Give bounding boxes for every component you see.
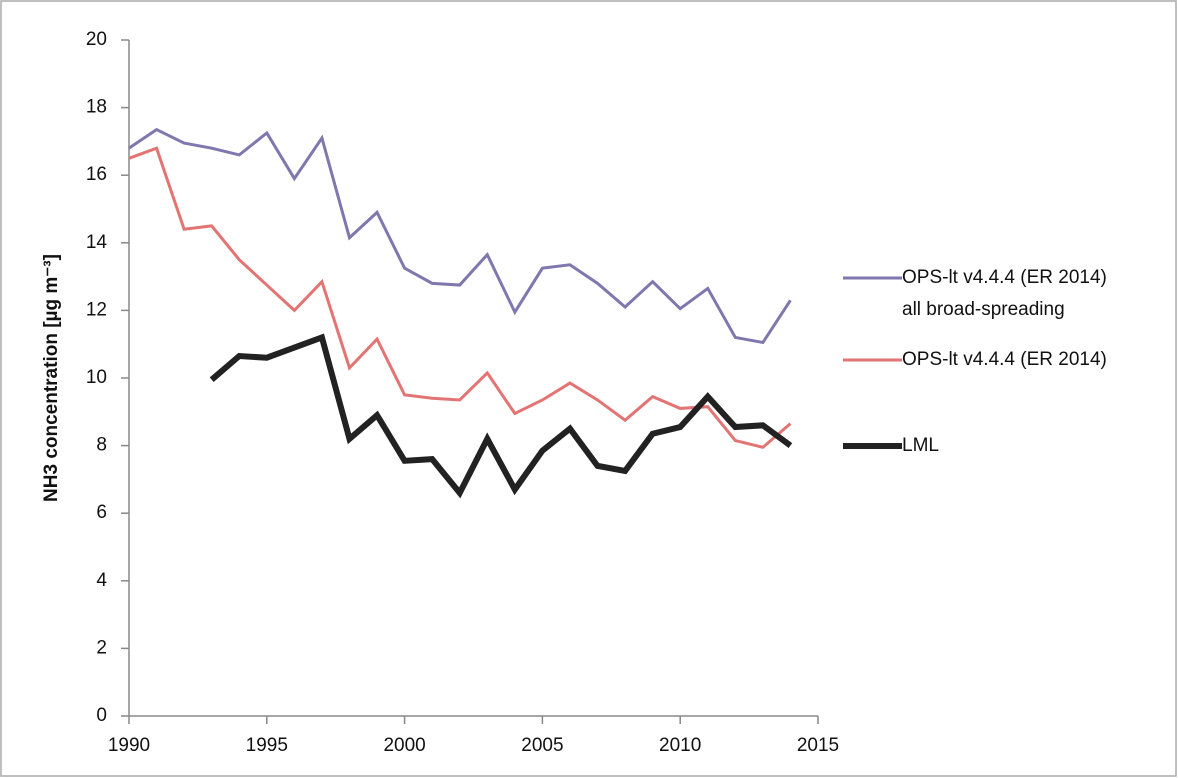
x-tick-label: 2010 [659,735,701,756]
y-tick-label: 14 [86,232,108,253]
y-tick-label: 18 [86,97,107,118]
y-tick-label: 16 [86,164,107,185]
y-tick-label: 0 [96,705,107,726]
x-tick-label: 2015 [797,735,839,756]
x-tick-label: 1995 [246,735,288,756]
x-tick-label: 2005 [521,735,563,756]
y-tick-label: 12 [86,299,107,320]
y-tick-label: 20 [86,29,107,50]
legend-label: OPS-lt v4.4.4 (ER 2014) all broad-spread… [902,267,1107,320]
series-line [128,146,792,449]
y-axis-label: NH3 concentration [µg m⁻³] [41,254,62,502]
y-tick-label: 4 [96,570,107,591]
series-line [209,333,793,499]
y-tick-label: 10 [86,367,107,388]
y-tick-label: 2 [96,637,107,658]
series-line [128,127,792,345]
legend-label: OPS-lt v4.4.4 (ER 2014) [902,349,1107,370]
x-tick-label: 2000 [383,735,425,756]
y-tick-label: 8 [96,435,107,456]
x-tick-label: 1990 [108,735,150,756]
y-tick-label: 6 [96,502,107,523]
legend-label: LML [902,435,939,456]
